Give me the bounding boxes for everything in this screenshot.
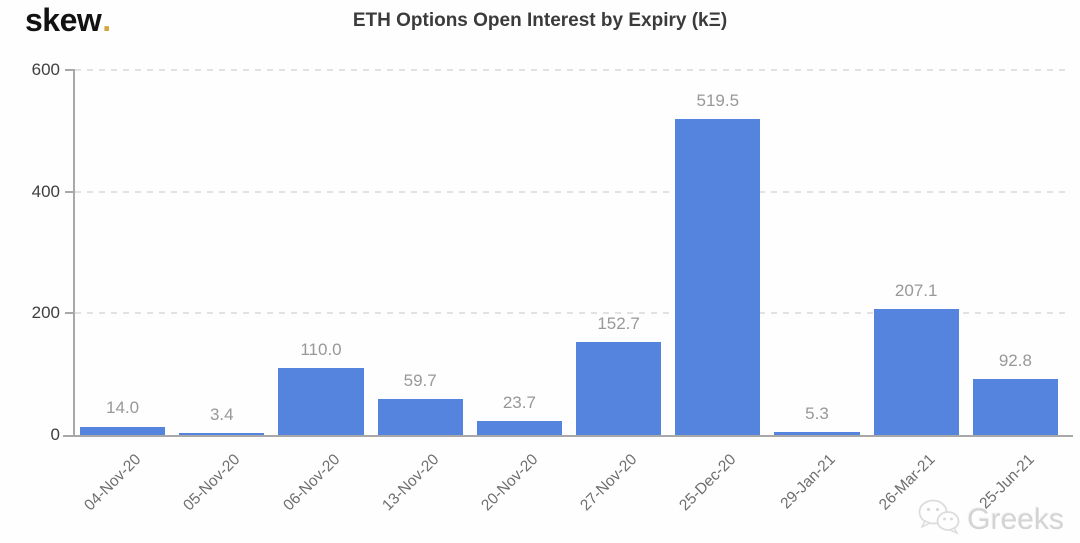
bar-group: 23.7 20-Nov-20 bbox=[470, 70, 569, 514]
bar-20-Nov-20[interactable] bbox=[476, 420, 563, 435]
bar-06-Nov-20[interactable] bbox=[278, 368, 364, 435]
x-tick-label-29-Jan-21: 29-Jan-21 bbox=[777, 451, 840, 513]
x-tick-label-13-Nov-20: 13-Nov-20 bbox=[379, 451, 443, 515]
bar-value-label: 5.3 bbox=[805, 403, 829, 423]
wechat-icon bbox=[917, 498, 961, 541]
chart-title: ETH Options Open Interest by Expiry (kΞ) bbox=[352, 10, 728, 31]
y-tick-label-400: 400 bbox=[31, 181, 60, 201]
x-tick-label-04-Nov-20: 04-Nov-20 bbox=[81, 451, 145, 515]
gridline-200 bbox=[75, 312, 1065, 315]
bar-group: 3.4 05-Nov-20 bbox=[172, 70, 271, 514]
watermark-text: Greeks bbox=[967, 502, 1064, 536]
skew-logo: skew. bbox=[25, 2, 111, 39]
bar-group: 152.7 27-Nov-20 bbox=[569, 70, 668, 514]
bar-value-label: 152.7 bbox=[597, 314, 640, 334]
x-tick-label-25-Dec-20: 25-Dec-20 bbox=[676, 451, 740, 515]
bar-04-Nov-20[interactable] bbox=[79, 426, 166, 435]
y-axis-tick bbox=[65, 69, 75, 71]
bar-group: 110.0 06-Nov-20 bbox=[271, 70, 370, 514]
bar-13-Nov-20[interactable] bbox=[377, 398, 463, 435]
bar-group: 14.0 04-Nov-20 bbox=[73, 70, 172, 514]
bar-26-Mar-21[interactable] bbox=[873, 309, 959, 435]
x-tick-label-26-Mar-21: 26-Mar-21 bbox=[875, 451, 939, 514]
y-tick-label-0: 0 bbox=[50, 425, 60, 444]
bar-group: 519.5 25-Dec-20 bbox=[668, 70, 767, 514]
bar-group: 92.8 25-Jun-21 bbox=[966, 70, 1065, 512]
y-tick-label-200: 200 bbox=[31, 303, 60, 323]
x-tick-label-20-Nov-20: 20-Nov-20 bbox=[478, 451, 542, 515]
bar-29-Jan-21[interactable] bbox=[774, 431, 860, 435]
bar-27-Nov-20[interactable] bbox=[575, 342, 662, 435]
x-axis-line bbox=[63, 435, 1073, 437]
bar-chart-plot-area: 14.0 04-Nov-20 3.4 05-Nov-20 110.0 06-Nov-20 5… bbox=[63, 69, 1073, 514]
bar-value-label: 519.5 bbox=[696, 90, 740, 110]
x-tick-label-05-Nov-20: 05-Nov-20 bbox=[180, 451, 244, 515]
y-axis-line bbox=[73, 70, 75, 435]
bar-25-Jun-21[interactable] bbox=[972, 378, 1059, 435]
bar-value-label: 92.8 bbox=[998, 350, 1032, 370]
gridline-400 bbox=[75, 190, 1065, 193]
x-tick-label-25-Jun-21: 25-Jun-21 bbox=[976, 451, 1038, 513]
skew-logo-dot: . bbox=[102, 2, 111, 38]
bar-group: 59.7 13-Nov-20 bbox=[371, 70, 470, 514]
y-tick-label-600: 600 bbox=[31, 60, 60, 79]
bar-value-label: 23.7 bbox=[502, 392, 536, 412]
bar-value-label: 110.0 bbox=[300, 340, 342, 360]
y-axis-tick bbox=[65, 312, 75, 315]
y-axis: 0 200 400 600 bbox=[0, 60, 60, 444]
bar-25-Dec-20[interactable] bbox=[675, 119, 761, 435]
bar-value-label: 14.0 bbox=[106, 398, 140, 418]
x-tick-label-27-Nov-20: 27-Nov-20 bbox=[577, 451, 641, 515]
y-axis-tick bbox=[65, 190, 75, 193]
skew-logo-text: skew bbox=[25, 2, 102, 38]
bar-05-Nov-20[interactable] bbox=[179, 432, 265, 435]
bar-value-label: 207.1 bbox=[894, 281, 938, 301]
bar-group: 5.3 29-Jan-21 bbox=[767, 70, 866, 512]
bar-value-label: 3.4 bbox=[209, 404, 234, 424]
x-tick-label-06-Nov-20: 06-Nov-20 bbox=[279, 451, 344, 515]
bar-value-label: 59.7 bbox=[403, 370, 437, 390]
bar-group: 207.1 26-Mar-21 bbox=[867, 70, 966, 514]
gridline-600 bbox=[75, 69, 1065, 71]
